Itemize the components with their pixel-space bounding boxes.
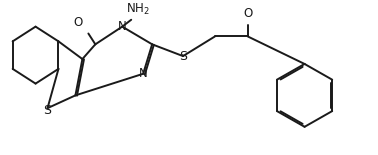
Text: S: S (179, 50, 187, 63)
Text: O: O (243, 7, 253, 20)
Text: N: N (118, 20, 127, 33)
Text: S: S (43, 104, 51, 117)
Text: N: N (139, 67, 147, 80)
Text: O: O (74, 16, 83, 29)
Text: NH$_2$: NH$_2$ (126, 2, 150, 18)
